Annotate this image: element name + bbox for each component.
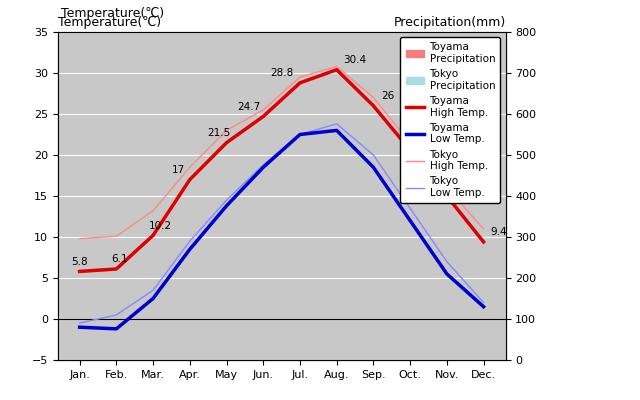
Bar <box>263 284 276 360</box>
Bar <box>67 266 79 360</box>
Bar <box>300 296 313 360</box>
Bar <box>140 300 153 360</box>
Bar <box>104 300 116 360</box>
Text: Temperature(℃): Temperature(℃) <box>58 16 161 29</box>
Bar <box>116 335 129 360</box>
Bar <box>397 282 410 360</box>
Bar <box>484 344 497 360</box>
Bar <box>79 340 93 360</box>
Bar <box>153 313 166 360</box>
Bar <box>337 288 349 360</box>
Text: 20.6: 20.6 <box>413 136 436 146</box>
Text: 26: 26 <box>381 91 395 101</box>
Bar <box>373 274 387 360</box>
Bar <box>447 319 460 360</box>
Text: Precipitation(mm): Precipitation(mm) <box>394 16 506 29</box>
Text: 28.8: 28.8 <box>270 68 293 78</box>
Legend: Toyama
Precipitation, Tokyo
Precipitation, Toyama
High Temp., Toyama
Low Temp., : Toyama Precipitation, Tokyo Precipitatio… <box>401 37 500 203</box>
Bar <box>470 254 484 360</box>
Text: Temperature(℃): Temperature(℃) <box>61 7 164 20</box>
Bar <box>287 260 300 360</box>
Bar <box>214 300 227 360</box>
Text: 17: 17 <box>172 165 186 175</box>
Bar <box>177 315 190 360</box>
Text: 30.4: 30.4 <box>344 55 367 65</box>
Bar <box>250 288 263 360</box>
Text: 15: 15 <box>455 182 468 192</box>
Bar <box>227 298 239 360</box>
Text: 9.4: 9.4 <box>490 227 507 237</box>
Text: 5.8: 5.8 <box>71 257 88 267</box>
Bar <box>324 288 337 360</box>
Bar <box>360 260 373 360</box>
Text: 24.7: 24.7 <box>237 102 260 112</box>
Bar <box>434 270 447 360</box>
Bar <box>410 280 423 360</box>
Text: 6.1: 6.1 <box>112 254 129 264</box>
Bar <box>190 307 203 360</box>
Text: 21.5: 21.5 <box>207 128 231 138</box>
Text: 10.2: 10.2 <box>149 221 172 231</box>
